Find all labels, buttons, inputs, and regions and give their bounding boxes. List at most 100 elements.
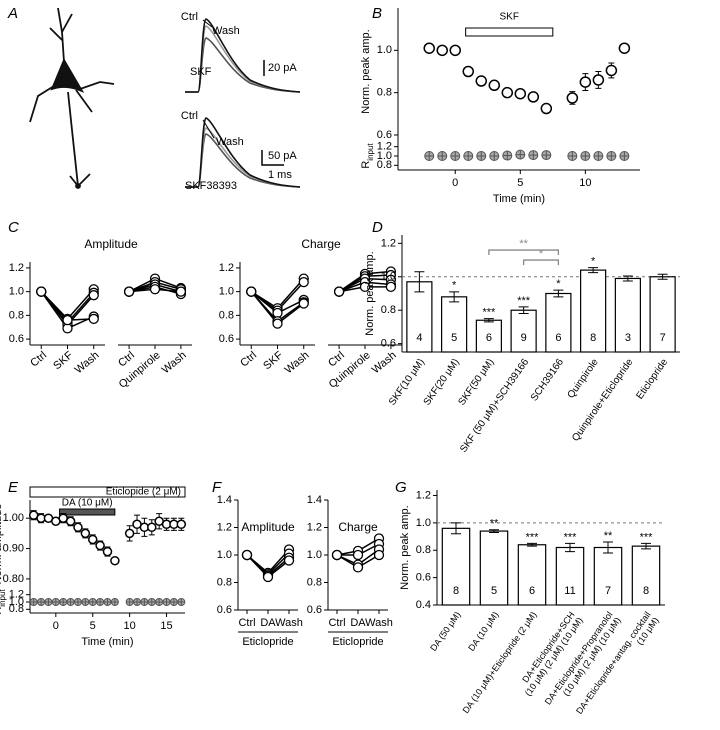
data-point <box>501 86 514 99</box>
bar <box>614 277 641 353</box>
y-tick-label: 1.2 <box>217 521 232 533</box>
rinput-point-cross <box>476 151 486 161</box>
significance: *** <box>526 531 540 543</box>
y-tick-label: 1.4 <box>307 494 322 506</box>
rinput-point-cross <box>515 150 525 160</box>
data-point <box>618 42 631 54</box>
data-point <box>514 87 527 100</box>
treatment-bar <box>465 27 554 37</box>
y-tick-label: 1.2 <box>307 521 322 533</box>
panel-letter: D <box>372 219 383 236</box>
trace-pointers <box>202 19 215 139</box>
x-tick-label: Wash <box>365 617 393 629</box>
x-tick-label: Wash <box>275 617 303 629</box>
cell-point <box>88 290 99 301</box>
x-tick-label: SKF (50 μM)+SCH39166 <box>458 357 531 455</box>
cell-point <box>241 549 253 561</box>
data-point <box>488 79 501 92</box>
rinput-label: Rinput <box>360 143 375 169</box>
bar <box>580 269 607 353</box>
rinput-point-cross <box>502 151 512 161</box>
error-bar <box>518 306 529 315</box>
panel-letter: G <box>395 479 407 496</box>
rinput-point-cross <box>148 598 156 606</box>
cell-point <box>123 286 135 297</box>
x-tick-label: Ctrl <box>328 617 345 629</box>
bar <box>441 527 471 606</box>
rinput-point-cross <box>155 598 163 606</box>
error-bar <box>553 289 564 298</box>
x-tick-label: Eticlopride <box>634 357 670 402</box>
n-label: 9 <box>521 332 527 344</box>
error-bar <box>489 529 499 533</box>
y-tick-label: 1.2 <box>381 237 396 249</box>
data-point <box>527 91 540 103</box>
n-label: 5 <box>451 332 457 344</box>
rinput-point-cross <box>489 151 499 161</box>
rinput-point-cross <box>177 598 185 606</box>
n-label: 8 <box>590 332 596 344</box>
data-point <box>95 540 105 551</box>
x-tick-label: Ctrl <box>238 349 259 369</box>
significance: ** <box>490 518 499 530</box>
cell-point <box>175 286 187 297</box>
error-bar <box>588 267 599 274</box>
significance: *** <box>482 306 496 318</box>
x-tick-label: SKF <box>261 349 285 372</box>
y-tick-label: 0.6 <box>381 338 396 350</box>
scale-label: 20 pA <box>268 62 297 74</box>
rinput-point-cross <box>81 598 89 606</box>
error-bar <box>641 542 651 550</box>
rinput-point-cross <box>74 598 82 606</box>
y-tick-label: 0.8 <box>377 159 392 171</box>
y-tick-label: 0.8 <box>217 576 232 588</box>
bar <box>545 292 572 353</box>
rinput-point-cross <box>96 598 104 606</box>
cell-point <box>352 562 364 573</box>
rinput-point-cross <box>59 598 67 606</box>
rinput-point-cross <box>567 151 577 161</box>
x-tick-label: SKF(50 μM) <box>456 357 496 408</box>
y-tick-label: 0.6 <box>416 572 431 584</box>
trace-label: SKF <box>190 66 212 78</box>
cell-point <box>262 571 274 583</box>
rinput-point-cross <box>580 151 590 161</box>
treatment-label: Eticlopide (2 μM) <box>106 487 181 498</box>
significance: *** <box>517 295 531 307</box>
rinput-point-cross <box>528 150 538 160</box>
y-tick-label: 1.2 <box>9 589 24 601</box>
y-tick-label: 1.0 <box>9 286 24 298</box>
data-point <box>462 65 475 78</box>
rinput-point-cross <box>450 151 460 161</box>
x-tick-label: 0 <box>452 177 458 189</box>
x-tick-label: 0 <box>53 620 59 632</box>
x-tick-label: SKF(10 μM) <box>387 357 427 408</box>
data-point <box>475 75 488 87</box>
rinput-label-main: R <box>0 607 4 615</box>
error-bar <box>657 273 668 280</box>
scale-bars <box>261 60 284 166</box>
x-axis-label: Time (min) <box>493 193 545 205</box>
y-axis-label: Norm. peak amp. <box>399 505 411 589</box>
panel-title: Amplitude <box>84 237 138 251</box>
cell-point <box>62 314 73 326</box>
significance: * <box>556 278 561 290</box>
data-point <box>73 522 83 533</box>
x-tick-label: DA <box>260 617 276 629</box>
bar <box>649 276 676 353</box>
rinput-point-cross <box>44 598 52 606</box>
comparison-label: ** <box>519 238 528 250</box>
error-bar <box>414 271 425 293</box>
rinput-point-cross <box>437 151 447 161</box>
panel-title: Charge <box>301 237 341 251</box>
x-tick-label: DA (10 μM) <box>466 610 500 653</box>
x-tick-label: 15 <box>160 620 172 632</box>
rinput-point-cross <box>593 151 603 161</box>
y-tick-label: 1.0 <box>307 549 322 561</box>
cell-point <box>283 555 295 566</box>
panel-letter: F <box>212 479 222 496</box>
y-tick-label: 1.0 <box>219 286 234 298</box>
bar <box>441 296 468 353</box>
y-tick-label: 0.6 <box>9 333 24 345</box>
